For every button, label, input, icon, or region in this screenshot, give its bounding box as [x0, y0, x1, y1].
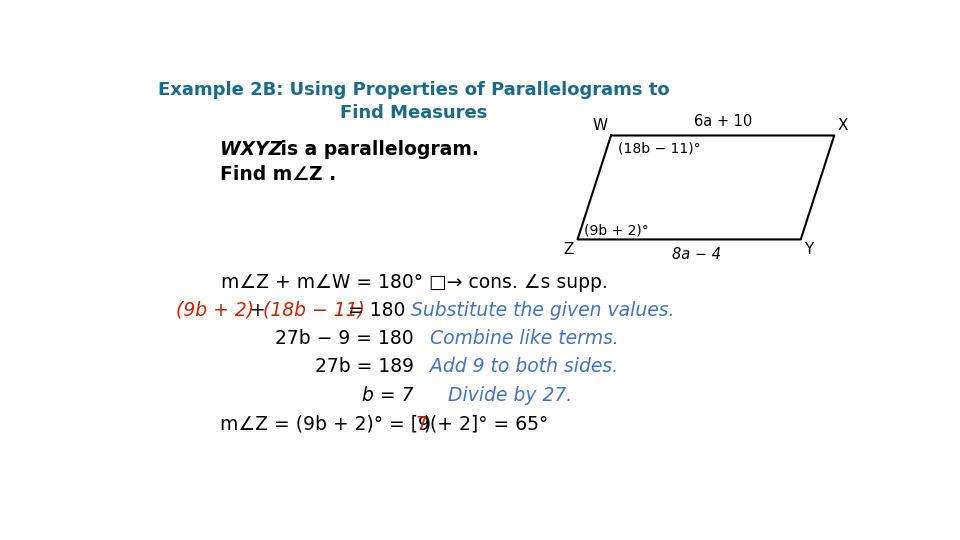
Text: b = 7: b = 7 [362, 386, 414, 405]
Text: Find Measures: Find Measures [340, 104, 488, 122]
Text: (9b + 2): (9b + 2) [176, 301, 254, 320]
Text: 27b − 9 = 180: 27b − 9 = 180 [276, 329, 414, 348]
Text: is a parallelogram.: is a parallelogram. [274, 140, 479, 159]
Text: +: + [244, 301, 272, 320]
Text: (9b + 2)°: (9b + 2)° [584, 224, 648, 238]
Text: = 180: = 180 [343, 301, 406, 320]
Text: (18b − 11): (18b − 11) [263, 301, 365, 320]
Text: ) + 2]° = 65°: ) + 2]° = 65° [424, 415, 548, 434]
Text: WXYZ: WXYZ [221, 140, 283, 159]
Text: Y: Y [804, 241, 814, 256]
Text: W: W [592, 118, 608, 133]
Text: 27b = 189: 27b = 189 [315, 357, 414, 376]
Text: Combine like terms.: Combine like terms. [418, 329, 618, 348]
Text: Divide by 27.: Divide by 27. [418, 386, 572, 405]
Text: Add 9 to both sides.: Add 9 to both sides. [418, 357, 617, 376]
Text: Z: Z [564, 241, 574, 256]
Text: Substitute the given values.: Substitute the given values. [399, 301, 675, 320]
Text: Example 2B: Using Properties of Parallelograms to: Example 2B: Using Properties of Parallel… [158, 82, 670, 99]
Text: 6a + 10: 6a + 10 [693, 114, 752, 129]
Text: (18b − 11)°: (18b − 11)° [618, 141, 701, 156]
Text: Find m∠Z .: Find m∠Z . [221, 165, 337, 185]
Text: m∠Z = (9b + 2)° = [9(: m∠Z = (9b + 2)° = [9( [221, 415, 438, 434]
Text: m∠Z + m∠W = 180° □→ cons. ∠s supp.: m∠Z + m∠W = 180° □→ cons. ∠s supp. [221, 273, 608, 292]
Text: 7: 7 [416, 415, 427, 434]
Text: 8a − 4: 8a − 4 [672, 247, 721, 262]
Text: X: X [838, 118, 849, 133]
